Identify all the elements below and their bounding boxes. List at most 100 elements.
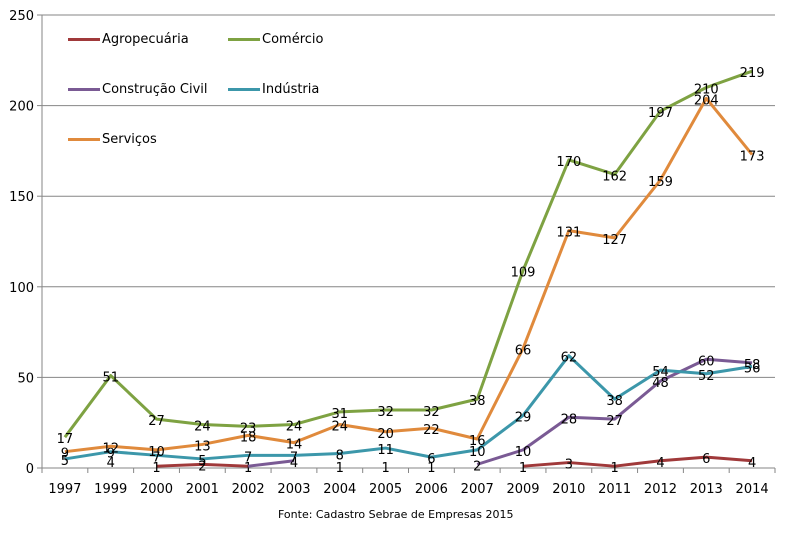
legend-item: Serviços (68, 132, 157, 147)
legend-item: Construção Civil (68, 82, 208, 97)
data-label: 204 (694, 93, 719, 108)
data-label: 20 (377, 427, 394, 442)
data-label: 2 (473, 459, 481, 474)
y-tick-label: 250 (9, 9, 34, 24)
data-label: 13 (194, 439, 211, 454)
y-tick-label: 50 (17, 371, 34, 386)
data-label: 66 (515, 343, 532, 358)
x-tick-label: 2005 (369, 482, 402, 497)
x-tick-label: 1999 (94, 482, 127, 497)
x-tick-label: 2003 (277, 482, 310, 497)
data-label: 27 (606, 414, 623, 429)
data-label: 31 (332, 407, 349, 422)
data-label: 38 (606, 394, 623, 409)
y-tick-label: 150 (9, 190, 34, 205)
data-label: 173 (740, 150, 765, 165)
data-label: 210 (694, 82, 719, 97)
x-tick-label: 2011 (598, 482, 631, 497)
series-line (64, 354, 753, 461)
legend-label: Comércio (262, 32, 324, 47)
data-label: 159 (648, 175, 673, 190)
data-label: 29 (515, 410, 532, 425)
data-label: 27 (148, 414, 165, 429)
data-label: 48 (652, 376, 669, 391)
data-label: 2 (198, 459, 206, 474)
data-label: 4 (656, 456, 664, 471)
series-line (476, 357, 753, 466)
x-tick-label: 2010 (552, 482, 585, 497)
series-line (63, 69, 753, 439)
y-tick-label: 200 (9, 100, 34, 115)
data-label: 4 (290, 456, 298, 471)
data-label: 3 (565, 458, 573, 473)
data-label: 38 (469, 394, 486, 409)
data-label: 58 (744, 358, 761, 373)
legend-label: Agropecuária (102, 32, 189, 47)
data-label: 4 (107, 456, 115, 471)
x-tick-label: 2009 (506, 482, 539, 497)
y-tick-label: 100 (9, 281, 34, 296)
legend-label: Construção Civil (102, 82, 208, 97)
data-label: 7 (244, 450, 252, 465)
data-label: 23 (240, 421, 257, 436)
data-label: 32 (423, 405, 440, 420)
y-tick-label: 0 (26, 462, 34, 477)
x-tick-label: 2014 (736, 482, 769, 497)
data-label: 8 (336, 449, 344, 464)
data-label: 1 (152, 461, 160, 476)
data-label: 131 (556, 226, 581, 241)
legend-item: Indústria (228, 82, 319, 97)
data-label: 6 (427, 452, 435, 467)
data-label: 5 (198, 454, 206, 469)
data-label: 22 (423, 423, 440, 438)
x-tick-label: 2004 (323, 482, 356, 497)
data-label: 7 (290, 450, 298, 465)
x-tick-label: 2012 (644, 482, 677, 497)
data-label: 127 (602, 233, 627, 248)
data-label: 1 (611, 461, 619, 476)
legend-swatch (68, 38, 100, 41)
legend-label: Indústria (262, 82, 320, 97)
data-label: 24 (194, 420, 211, 435)
data-label: 60 (698, 354, 715, 369)
data-label: 219 (740, 66, 765, 81)
data-label: 11 (377, 443, 394, 458)
data-label: 51 (102, 371, 119, 386)
data-label: 6 (702, 452, 710, 467)
x-tick-label: 2006 (415, 482, 448, 497)
data-label: 18 (240, 430, 257, 445)
legend-swatch (228, 38, 260, 41)
series-line (247, 459, 295, 468)
data-label: 9 (61, 447, 69, 462)
data-label: 162 (602, 169, 627, 184)
data-label: 14 (286, 438, 303, 453)
data-label: 170 (556, 155, 581, 170)
data-label: 1 (519, 461, 527, 476)
data-label: 52 (698, 369, 715, 384)
data-label: 10 (515, 445, 532, 460)
data-label: 1 (427, 461, 435, 476)
data-label: 28 (561, 412, 578, 427)
x-tick-label: 1997 (48, 482, 81, 497)
x-tick-label: 2007 (461, 482, 494, 497)
legend-swatch (228, 88, 260, 91)
legend-swatch (68, 138, 100, 141)
data-label: 7 (152, 450, 160, 465)
series-line (64, 96, 754, 454)
x-tick-label: 2013 (690, 482, 723, 497)
data-label: 62 (561, 351, 578, 366)
data-label: 9 (107, 447, 115, 462)
series-line (522, 455, 753, 468)
data-label: 1 (381, 461, 389, 476)
data-label: 24 (286, 420, 303, 435)
x-tick-label: 2000 (140, 482, 173, 497)
series-line (156, 462, 249, 468)
data-label: 10 (148, 445, 165, 460)
data-label: 24 (332, 420, 349, 435)
legend-swatch (68, 88, 100, 91)
data-label: 4 (748, 456, 756, 471)
x-tick-label: 2002 (232, 482, 265, 497)
data-label: 10 (469, 445, 486, 460)
legend-label: Serviços (102, 132, 157, 147)
